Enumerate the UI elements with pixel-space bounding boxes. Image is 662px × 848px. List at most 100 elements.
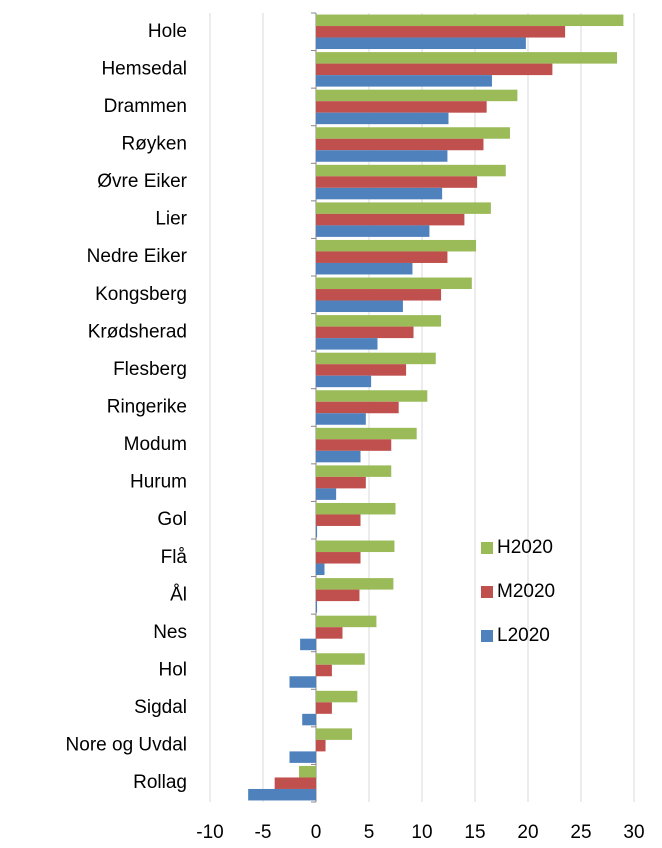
bar (316, 615, 377, 628)
category-label: Rollag (133, 772, 187, 793)
bar (316, 364, 407, 376)
bar (316, 465, 392, 477)
bar (316, 352, 436, 365)
bar (316, 653, 365, 665)
bar (316, 540, 395, 553)
bar (316, 326, 414, 339)
legend-label: H2020 (497, 537, 553, 558)
bar (316, 578, 394, 590)
category-label: Hemsedal (101, 58, 187, 79)
bar (316, 514, 361, 526)
bar (248, 788, 316, 801)
bar (316, 476, 366, 489)
bar (316, 502, 396, 515)
category-label: Kongsberg (95, 284, 187, 305)
bar (316, 664, 332, 677)
category-label: Ål (170, 584, 187, 605)
bar (316, 488, 337, 500)
bar (316, 251, 448, 263)
category-label: Nes (153, 622, 187, 643)
bar (316, 525, 318, 538)
bar (316, 164, 506, 177)
category-label: Modum (124, 434, 187, 455)
x-tick-label: 5 (364, 822, 375, 843)
bar (316, 225, 430, 237)
bar (302, 713, 316, 726)
bar (316, 439, 392, 451)
bar (316, 563, 325, 576)
bar (316, 728, 353, 740)
category-label: Lier (155, 209, 187, 230)
x-tick-label: 25 (570, 822, 591, 843)
category-label: Øvre Eiker (97, 171, 187, 192)
category-label: Ringerike (107, 397, 187, 418)
bar (316, 338, 378, 350)
legend-label: L2020 (497, 625, 550, 646)
bar (316, 127, 510, 139)
bar (316, 277, 472, 290)
bar (316, 690, 358, 703)
bar (316, 89, 518, 102)
bar (316, 150, 448, 162)
bar (316, 213, 465, 226)
bar (316, 390, 428, 402)
category-label: Sigdal (134, 697, 187, 718)
bar (316, 101, 487, 113)
bar (316, 202, 491, 214)
legend-swatch (481, 542, 493, 554)
category-label: Drammen (104, 96, 187, 117)
x-tick-label: 15 (464, 822, 485, 843)
bar (316, 63, 553, 76)
bar (289, 751, 316, 763)
bar (316, 427, 417, 440)
bar (316, 589, 360, 602)
bar (316, 176, 478, 188)
bar (316, 601, 318, 613)
category-label: Gol (157, 509, 187, 530)
bar (316, 52, 618, 64)
bar (316, 627, 343, 639)
category-label: Krødsherad (88, 321, 187, 342)
bar (316, 138, 484, 151)
bar (316, 262, 413, 275)
bar (316, 37, 526, 50)
legend-swatch (481, 586, 493, 598)
category-label: Hole (148, 21, 187, 42)
category-label: Nore og Uvdal (66, 735, 187, 756)
bar (300, 638, 316, 651)
bar (316, 739, 326, 752)
bar (316, 702, 332, 714)
category-label: Hol (158, 660, 187, 681)
bar (316, 375, 372, 388)
bar (316, 300, 403, 313)
bar (316, 413, 366, 425)
legend-swatch (481, 630, 493, 642)
bar (316, 552, 361, 564)
bar (316, 315, 442, 327)
x-tick-label: 30 (623, 822, 644, 843)
bar (316, 75, 492, 87)
category-label: Flesberg (113, 359, 187, 380)
x-tick-label: 10 (411, 822, 432, 843)
x-tick-label: 20 (517, 822, 538, 843)
category-label: Røyken (122, 134, 187, 155)
category-label: Flå (161, 547, 188, 568)
bar (274, 777, 316, 789)
x-tick-label: -5 (255, 822, 272, 843)
bar (316, 289, 442, 301)
bar (316, 14, 624, 27)
bar (316, 401, 399, 414)
bar (289, 676, 316, 688)
bar (299, 765, 316, 778)
x-tick-label: 0 (311, 822, 322, 843)
bar (316, 112, 449, 125)
x-tick-label: -10 (196, 822, 223, 843)
bar (316, 187, 443, 200)
legend-label: M2020 (497, 581, 555, 602)
bar (316, 239, 477, 252)
category-label: Nedre Eiker (87, 246, 188, 267)
category-label: Hurum (130, 472, 187, 493)
bar (316, 450, 361, 463)
bar (316, 26, 566, 38)
